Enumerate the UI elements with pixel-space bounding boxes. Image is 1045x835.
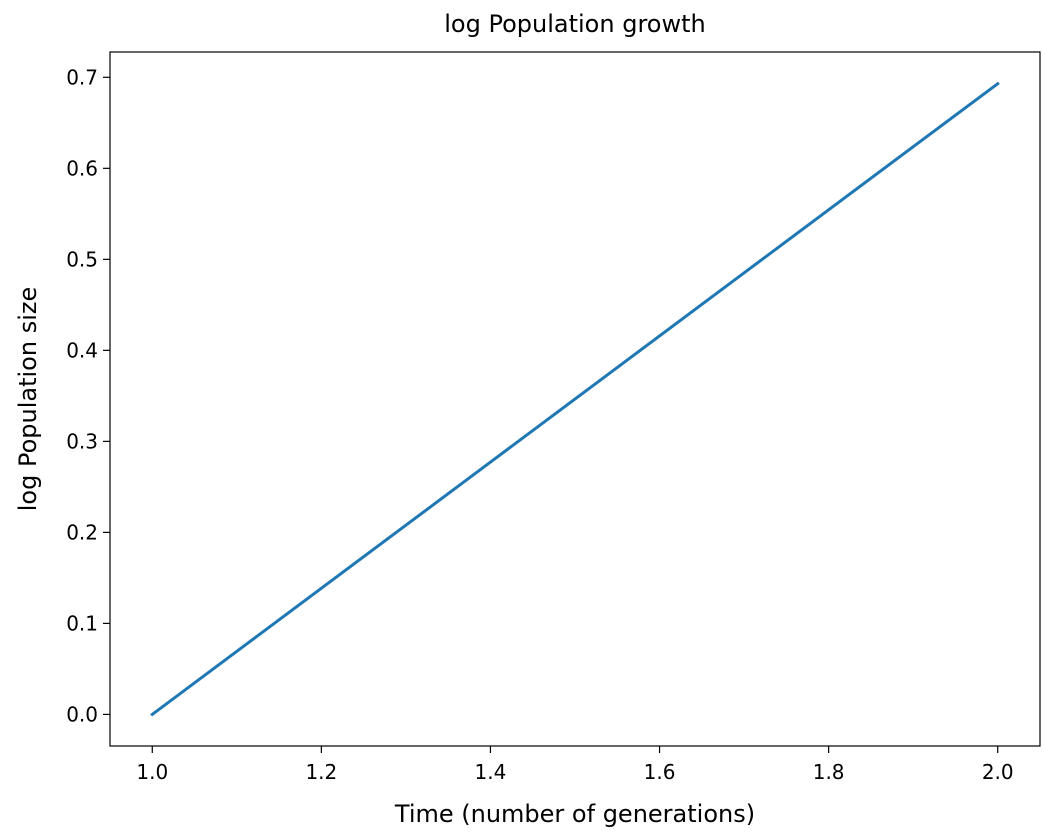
y-tick-label: 0.1	[66, 611, 98, 635]
y-tick-label: 0.2	[66, 520, 98, 544]
y-tick-label: 0.7	[66, 65, 98, 89]
y-tick-label: 0.4	[66, 338, 98, 362]
x-axis: 1.0 1.2 1.4 1.6 1.8 2.0	[136, 746, 1014, 784]
x-tick-label: 2.0	[982, 760, 1014, 784]
x-tick-label: 1.8	[813, 760, 845, 784]
x-tick-label: 1.6	[644, 760, 676, 784]
y-tick-label: 0.5	[66, 247, 98, 271]
y-tick-label: 0.3	[66, 429, 98, 453]
x-tick-label: 1.4	[475, 760, 507, 784]
y-axis: 0.0 0.1 0.2 0.3 0.4 0.5 0.6 0.7	[66, 65, 110, 726]
series-line-0	[150, 81, 1000, 717]
y-tick-label: 0.6	[66, 156, 98, 180]
x-axis-label: Time (number of generations)	[394, 800, 755, 828]
plot-frame	[109, 51, 1041, 747]
y-axis-label: log Population size	[14, 287, 42, 511]
x-tick-label: 1.2	[305, 760, 337, 784]
x-tick-label: 1.0	[136, 760, 168, 784]
chart-title: log Population growth	[444, 10, 705, 38]
plot-area	[109, 51, 1041, 747]
y-tick-label: 0.0	[66, 702, 98, 726]
